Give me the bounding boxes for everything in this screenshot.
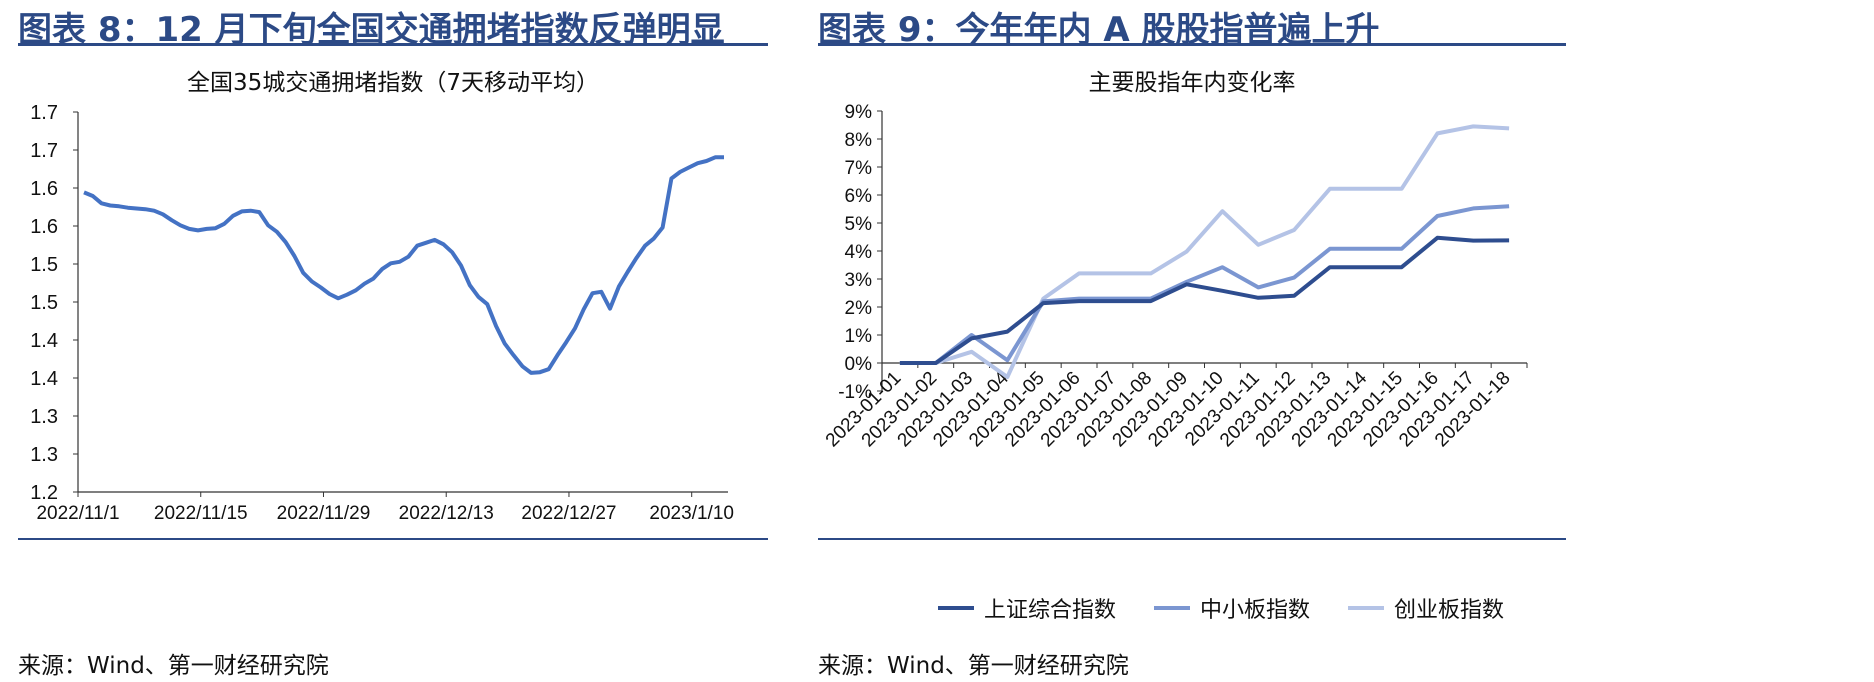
right-chart: -1%0%1%2%3%4%5%6%7%8%9%2023-01-012023-01… — [822, 102, 1528, 451]
left-x-tick-label: 2022/12/13 — [399, 503, 494, 524]
right-y-tick-label: 0% — [845, 354, 873, 375]
left-y-tick-label: 1.4 — [30, 330, 58, 352]
right-y-tick-label: 8% — [845, 130, 873, 151]
left-x-tick-label: 2023/1/10 — [649, 503, 734, 524]
left-chart-title: 全国35城交通拥堵指数（7天移动平均） — [187, 70, 599, 96]
right-chart-title: 主要股指年内变化率 — [1088, 70, 1296, 96]
left-y-tick-label: 1.5 — [30, 254, 58, 276]
right-source-rule — [818, 538, 1566, 540]
left-y-tick-label: 1.6 — [30, 178, 58, 200]
right-y-tick-label: 4% — [845, 242, 873, 263]
right-y-tick-label: 6% — [845, 186, 873, 207]
left-source: 来源：Wind、第一财经研究院 — [18, 653, 329, 679]
right-y-tick-label: 7% — [845, 158, 873, 179]
legend-label-sme: 中小板指数 — [1200, 598, 1311, 623]
legend-swatch-sme — [1154, 606, 1191, 610]
left-title-rule — [18, 43, 768, 46]
right-source: 来源：Wind、第一财经研究院 — [818, 653, 1129, 679]
left-y-tick-label: 1.5 — [30, 292, 58, 314]
right-y-tick-label: -1% — [838, 382, 872, 403]
left-chart: 1.2 1.3 1.3 1.4 1.4 1.5 1.5 1.6 1.6 1.7 1.7 2022/11… — [30, 102, 734, 524]
left-x-tick-label: 2022/11/15 — [154, 503, 248, 524]
left-y-tick-label: 1.7 — [30, 102, 58, 124]
left-y-tick-label: 1.4 — [30, 368, 58, 390]
left-y-tick-label: 1.7 — [30, 140, 58, 162]
right-y-tick-label: 1% — [845, 326, 873, 347]
left-y-tick-label: 1.3 — [30, 444, 58, 466]
left-series-line — [83, 155, 724, 375]
legend-label-gem: 创业板指数 — [1394, 598, 1505, 623]
legend-label-sse: 上证综合指数 — [984, 598, 1117, 623]
left-y-tick-label: 1.2 — [30, 482, 58, 504]
right-series-line-2 — [899, 124, 1510, 379]
right-y-tick-label: 5% — [845, 214, 873, 235]
left-y-tick-label: 1.6 — [30, 216, 58, 238]
legend-swatch-gem — [1348, 606, 1385, 610]
legend-item-gem: 创业板指数 — [1348, 592, 1504, 624]
legend-item-sme: 中小板指数 — [1154, 592, 1310, 624]
left-source-rule — [18, 538, 768, 540]
right-series-line-1 — [899, 204, 1510, 365]
right-series-line-0 — [899, 235, 1510, 365]
left-x-tick-label: 2022/11/1 — [36, 503, 119, 524]
left-y-tick-label: 1.3 — [30, 406, 58, 428]
right-legend: 上证综合指数 中小板指数 创业板指数 — [938, 592, 1504, 624]
right-title-rule — [818, 43, 1566, 46]
left-x-tick-label: 2022/11/29 — [277, 503, 371, 524]
left-x-tick-label: 2022/12/27 — [521, 503, 616, 524]
legend-swatch-sse — [938, 606, 974, 610]
legend-item-sse: 上证综合指数 — [938, 592, 1116, 624]
right-y-tick-label: 2% — [845, 298, 873, 319]
right-y-tick-label: 9% — [845, 102, 873, 123]
right-y-tick-label: 3% — [845, 270, 873, 291]
